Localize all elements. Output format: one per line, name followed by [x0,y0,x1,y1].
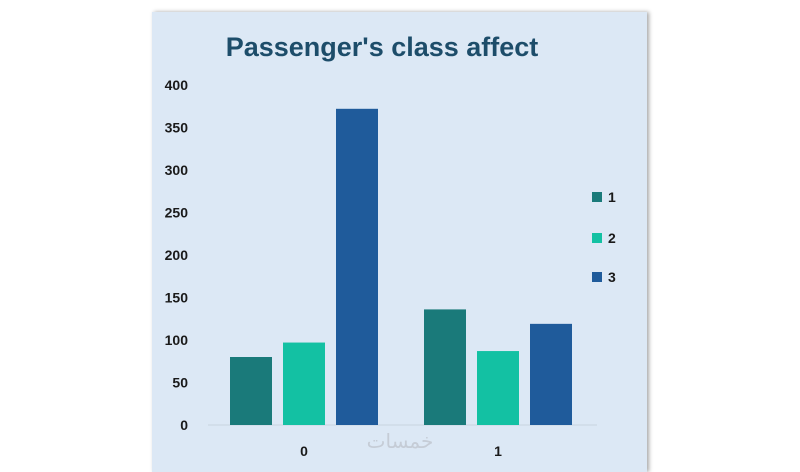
legend-label-1: 1 [608,189,616,205]
bar-series-2-cat-1 [477,351,519,425]
chart-panel: Passenger's class affect 0 50 100 150 200 250… [152,12,647,472]
y-tick-label: 250 [165,205,189,221]
legend-swatch-1 [592,192,602,202]
watermark: خمسات [367,429,434,453]
legend-swatch-2 [592,233,602,243]
y-tick-label: 50 [172,375,188,391]
y-tick-label: 100 [165,332,189,348]
bar-chart: Passenger's class affect 0 50 100 150 200 250… [165,32,616,459]
chart-title: Passenger's class affect [226,32,539,62]
bar-series-1-cat-0 [230,357,272,425]
legend-swatch-3 [592,272,602,282]
legend: 1 2 3 [592,189,616,285]
y-tick-label: 300 [165,162,189,178]
x-tick-label: 1 [494,443,502,459]
bar-series-2-cat-0 [283,342,325,425]
x-tick-label: 0 [300,443,308,459]
y-axis: 0 50 100 150 200 250 300 350 400 [165,77,189,433]
y-tick-label: 200 [165,247,189,263]
legend-label-2: 2 [608,230,616,246]
legend-label-3: 3 [608,269,616,285]
y-tick-label: 350 [165,120,189,136]
bar-series-3-cat-0 [336,108,378,426]
y-tick-label: 400 [165,77,189,93]
bar-series-3-cat-1 [530,323,572,425]
bars-group [230,108,572,426]
y-tick-label: 150 [165,290,189,306]
bar-series-1-cat-1 [424,309,466,425]
y-tick-label: 0 [180,417,188,433]
